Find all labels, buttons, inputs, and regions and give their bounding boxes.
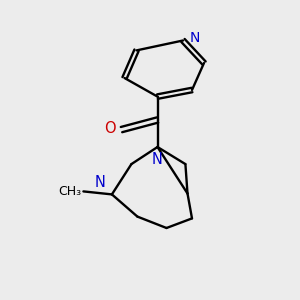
Text: N: N (94, 175, 105, 190)
Text: CH₃: CH₃ (58, 185, 81, 198)
Text: N: N (190, 31, 200, 45)
Text: O: O (104, 121, 116, 136)
Text: N: N (152, 152, 163, 167)
